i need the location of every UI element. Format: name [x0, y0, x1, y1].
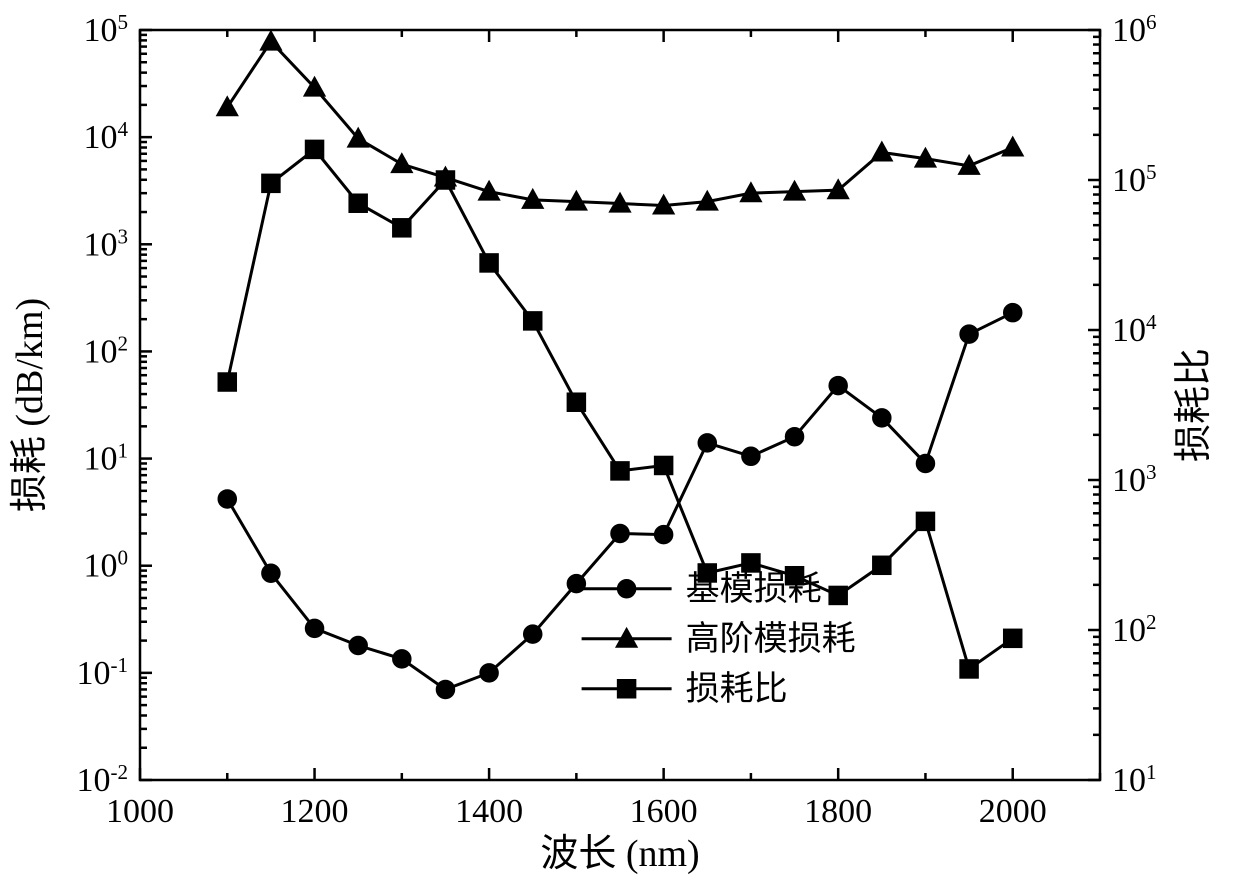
legend-label: 损耗比 — [686, 670, 788, 708]
x-axis-label: 波长 (nm) — [540, 833, 699, 875]
x-tick-label: 1400 — [455, 793, 523, 830]
legend-label: 高阶模损耗 — [686, 620, 856, 658]
y-right-axis-label: 损耗比 — [1173, 348, 1215, 462]
y-left-axis-label: 损耗 (dB/km) — [9, 298, 51, 512]
x-tick-label: 2000 — [979, 793, 1047, 830]
x-tick-label: 1000 — [106, 793, 174, 830]
chart-container: 10001200140016001800200010-210-110010110… — [0, 0, 1240, 880]
x-tick-label: 1600 — [630, 793, 698, 830]
x-tick-label: 1200 — [281, 793, 349, 830]
x-tick-label: 1800 — [804, 793, 872, 830]
legend-label: 基模损耗 — [686, 570, 822, 608]
